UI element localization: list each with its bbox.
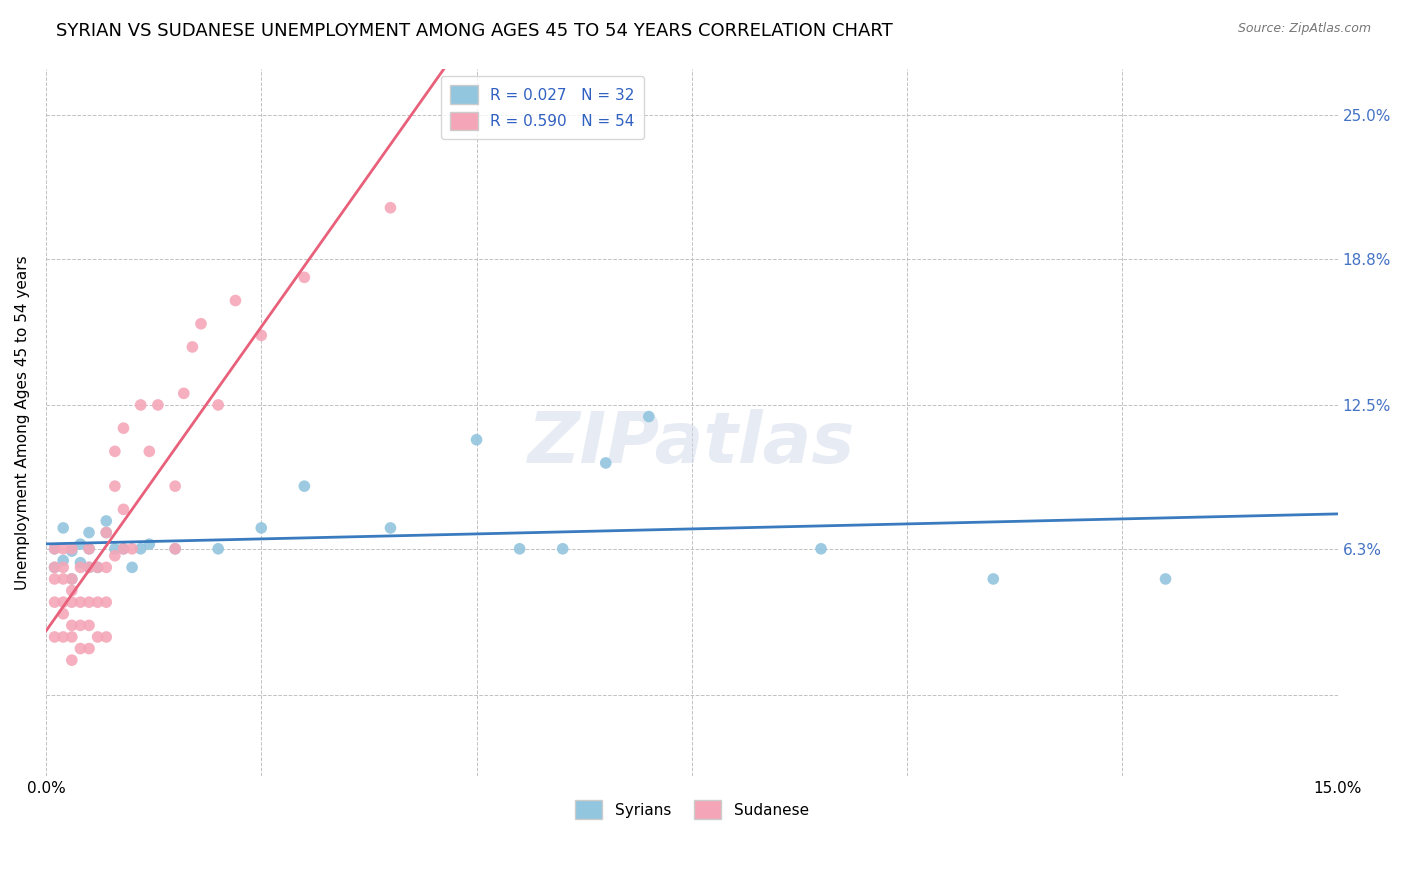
Point: [77, 560, 100, 574]
Point: [112, 421, 135, 435]
Point: [637, 409, 659, 424]
Point: [52, 607, 75, 621]
Point: [60, 541, 83, 556]
Point: [595, 456, 617, 470]
Point: [86, 595, 108, 609]
Point: [44, 560, 66, 574]
Point: [52, 630, 75, 644]
Point: [69, 618, 91, 632]
Point: [96, 595, 118, 609]
Point: [551, 541, 574, 556]
Point: [121, 541, 143, 556]
Point: [112, 541, 135, 556]
Point: [165, 479, 187, 493]
Point: [465, 433, 488, 447]
Point: [77, 641, 100, 656]
Point: [69, 556, 91, 570]
Point: [77, 560, 100, 574]
Point: [96, 514, 118, 528]
Point: [44, 560, 66, 574]
Point: [190, 317, 212, 331]
Point: [52, 541, 75, 556]
Point: [165, 541, 187, 556]
Point: [69, 537, 91, 551]
Point: [138, 444, 160, 458]
Point: [1154, 572, 1177, 586]
Point: [112, 541, 135, 556]
Point: [86, 630, 108, 644]
Point: [77, 618, 100, 632]
Point: [104, 444, 127, 458]
Point: [60, 572, 83, 586]
Point: [52, 595, 75, 609]
Text: SYRIAN VS SUDANESE UNEMPLOYMENT AMONG AGES 45 TO 54 YEARS CORRELATION CHART: SYRIAN VS SUDANESE UNEMPLOYMENT AMONG AG…: [56, 22, 893, 40]
Point: [60, 630, 83, 644]
Point: [250, 328, 273, 343]
Point: [112, 502, 135, 516]
Point: [981, 572, 1004, 586]
Point: [104, 541, 127, 556]
Point: [44, 541, 66, 556]
Point: [86, 560, 108, 574]
Point: [77, 541, 100, 556]
Text: Source: ZipAtlas.com: Source: ZipAtlas.com: [1237, 22, 1371, 36]
Point: [77, 595, 100, 609]
Point: [380, 521, 402, 535]
Point: [207, 398, 229, 412]
Point: [224, 293, 246, 308]
Point: [380, 201, 402, 215]
Point: [96, 630, 118, 644]
Point: [77, 525, 100, 540]
Point: [60, 653, 83, 667]
Legend: Syrians, Sudanese: Syrians, Sudanese: [569, 794, 815, 825]
Point: [86, 560, 108, 574]
Point: [52, 572, 75, 586]
Y-axis label: Unemployment Among Ages 45 to 54 years: Unemployment Among Ages 45 to 54 years: [15, 255, 30, 590]
Point: [60, 572, 83, 586]
Point: [96, 525, 118, 540]
Point: [44, 541, 66, 556]
Point: [52, 560, 75, 574]
Point: [165, 541, 187, 556]
Point: [52, 521, 75, 535]
Point: [250, 521, 273, 535]
Point: [207, 541, 229, 556]
Point: [104, 479, 127, 493]
Point: [44, 630, 66, 644]
Point: [60, 595, 83, 609]
Point: [44, 572, 66, 586]
Point: [810, 541, 832, 556]
Point: [129, 541, 152, 556]
Point: [60, 618, 83, 632]
Point: [69, 595, 91, 609]
Point: [292, 479, 315, 493]
Point: [77, 541, 100, 556]
Point: [509, 541, 531, 556]
Point: [69, 641, 91, 656]
Point: [44, 595, 66, 609]
Point: [60, 544, 83, 558]
Point: [60, 583, 83, 598]
Point: [121, 560, 143, 574]
Point: [173, 386, 195, 401]
Point: [181, 340, 204, 354]
Point: [129, 398, 152, 412]
Point: [146, 398, 169, 412]
Text: ZIPatlas: ZIPatlas: [529, 409, 856, 478]
Point: [96, 525, 118, 540]
Point: [96, 560, 118, 574]
Point: [69, 560, 91, 574]
Point: [292, 270, 315, 285]
Point: [104, 549, 127, 563]
Point: [52, 553, 75, 567]
Point: [138, 537, 160, 551]
